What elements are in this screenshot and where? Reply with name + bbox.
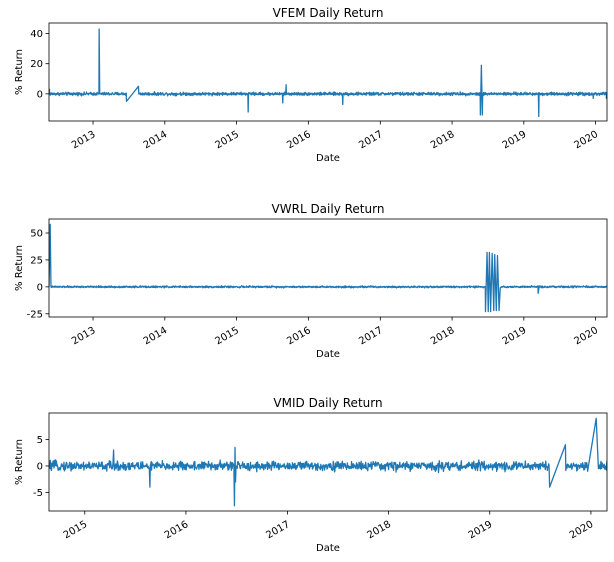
x-tick-label: 2015 (62, 519, 90, 541)
vwrl-chart-panel: -25 0 25 50 2013 2014 2015 2016 2017 2018 2019 2020… (14, 202, 608, 360)
x-tick-label: 2015 (214, 129, 242, 151)
y-tick-label: -5 (33, 488, 43, 499)
y-axis-label: % Return (14, 49, 25, 95)
y-axis-label: % Return (14, 439, 25, 485)
y-tick-label: 0 (37, 282, 43, 293)
x-tick-label: 2019 (501, 325, 529, 347)
x-axis-label: Date (316, 153, 340, 164)
x-axis-label: Date (316, 543, 340, 554)
x-tick-label: 2018 (429, 325, 457, 347)
y-tick-label: 40 (30, 29, 43, 40)
x-tick-label: 2016 (285, 129, 313, 151)
x-axis-label: Date (316, 349, 340, 360)
x-tick-label: 2014 (142, 325, 170, 347)
x-tick-label: 2013 (70, 129, 98, 151)
x-tick-label: 2016 (285, 325, 313, 347)
vmid-series-line (49, 417, 607, 507)
x-tick-label: 2017 (357, 129, 385, 151)
vmid-chart-panel: -5 0 5 2015 2016 2017 2018 2019 2020 VMID Daily R… (14, 396, 608, 554)
y-tick-label: -25 (27, 309, 43, 320)
x-tick-label: 2019 (467, 519, 495, 541)
x-tick-label: 2019 (501, 129, 529, 151)
x-tick-label: 2020 (573, 129, 601, 151)
vfem-chart-title: VFEM Daily Return (273, 6, 384, 20)
x-tick-label: 2018 (429, 129, 457, 151)
x-tick-label: 2013 (70, 325, 98, 347)
y-tick-label: 50 (30, 229, 43, 240)
vfem-chart-panel: 0 20 40 2013 2014 2015 2016 2017 2018 2019 2020 VFE… (14, 6, 608, 164)
vwrl-plot-area (48, 218, 608, 318)
x-tick-label: 2015 (214, 325, 242, 347)
y-tick-label: 0 (37, 461, 43, 472)
y-tick-label: 20 (30, 59, 43, 70)
x-tick-label: 2020 (573, 325, 601, 347)
x-tick-label: 2016 (163, 519, 191, 541)
vfem-plot-area (48, 22, 608, 122)
x-tick-label: 2017 (357, 325, 385, 347)
vfem-series-line (49, 28, 607, 118)
x-tick-label: 2020 (568, 519, 596, 541)
y-tick-label: 0 (37, 89, 43, 100)
vwrl-chart-title: VWRL Daily Return (272, 202, 385, 216)
x-tick-label: 2018 (366, 519, 394, 541)
vwrl-series-line (49, 223, 607, 313)
y-tick-label: 25 (30, 255, 43, 266)
y-axis-label: % Return (14, 245, 25, 291)
vmid-chart-title: VMID Daily Return (273, 396, 382, 410)
y-tick-label: 5 (37, 435, 43, 446)
x-tick-label: 2014 (142, 129, 170, 151)
x-tick-label: 2017 (264, 519, 292, 541)
vmid-plot-area (48, 412, 608, 512)
